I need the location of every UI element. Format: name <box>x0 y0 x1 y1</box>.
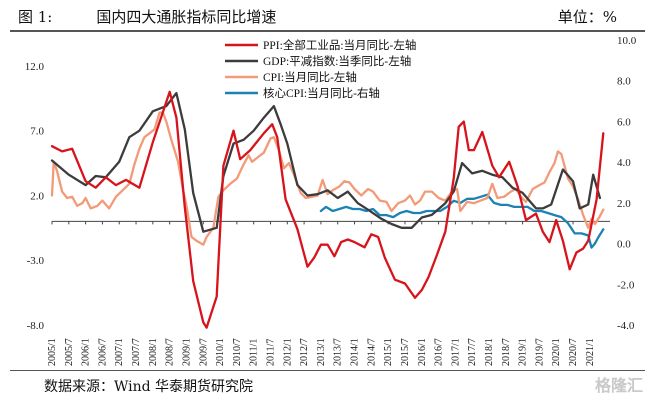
series-line-2 <box>50 111 605 246</box>
left-axis: -8.0 -3.0 2.0 7.0 12.0 <box>25 61 45 332</box>
chart-title: 图 1: 国内四大通胀指标同比增速 <box>18 6 276 27</box>
x-tick-label: 2020/7 <box>568 338 579 366</box>
right-tick-label: -4.0 <box>617 320 635 332</box>
x-tick-label: 2011/1 <box>249 339 260 366</box>
right-axis: -4.0 -2.0 0.0 2.0 4.0 6.0 8.0 10.0 <box>617 35 637 332</box>
x-tick-label: 2013/1 <box>316 338 327 366</box>
x-tick-label: 2017/7 <box>467 338 478 366</box>
right-tick-label: 8.0 <box>617 76 631 88</box>
x-tick-label: 2007/7 <box>131 338 142 366</box>
x-tick-label: 2008/1 <box>148 338 159 366</box>
x-tick-label: 2018/1 <box>484 338 495 366</box>
x-tick-label: 2019/7 <box>534 338 545 366</box>
watermark-logo: 格隆汇 <box>594 376 643 395</box>
x-tick-label: 2006/1 <box>81 338 92 366</box>
x-tick-label: 2016/1 <box>417 338 428 366</box>
x-tick-label: 2019/1 <box>518 338 529 366</box>
x-tick-label: 2020/1 <box>551 338 562 366</box>
left-tick-label: 2.0 <box>30 190 44 202</box>
x-tick-label: 2007/1 <box>114 338 125 366</box>
source-note: 数据来源：Wind 华泰期货研究院 <box>44 379 254 395</box>
x-tick-label: 2015/1 <box>383 338 394 366</box>
right-tick-label: -2.0 <box>617 279 635 291</box>
x-tick-label: 2017/1 <box>450 338 461 366</box>
top-rule <box>10 30 645 32</box>
x-tick-label: 2010/1 <box>215 338 226 366</box>
x-tick-label: 2016/7 <box>434 338 445 366</box>
left-tick-label: -3.0 <box>27 255 45 267</box>
x-tick-label: 2012/7 <box>299 338 310 366</box>
right-tick-label: 2.0 <box>617 198 631 210</box>
series-line-1 <box>50 91 602 233</box>
x-tick-label: 2018/7 <box>501 338 512 366</box>
right-tick-label: 10.0 <box>617 35 637 47</box>
left-tick-label: 7.0 <box>30 126 44 138</box>
series-line-0 <box>50 90 605 329</box>
left-tick-label: 12.0 <box>25 61 45 73</box>
right-tick-label: 6.0 <box>617 116 631 128</box>
x-axis: 2005/1 2005/7 2006/1 2006/7 2007/1 2007/7 2008… <box>47 221 596 366</box>
x-tick-label: 2009/7 <box>198 338 209 366</box>
x-tick-label: 2012/1 <box>282 338 293 366</box>
x-tick-label: 2015/7 <box>400 338 411 366</box>
x-tick-label: 2005/1 <box>47 338 58 366</box>
x-tick-label: 2006/7 <box>97 338 108 366</box>
left-tick-label: -8.0 <box>27 320 45 332</box>
right-tick-label: 4.0 <box>617 157 631 169</box>
x-tick-label: 2009/1 <box>181 338 192 366</box>
legend-label-3: 核心CPI:当月同比-右轴 <box>263 86 380 100</box>
x-tick-label: 2014/1 <box>350 338 361 366</box>
figure-title: 国内四大通胀指标同比增速 <box>96 8 277 26</box>
right-tick-label: 0.0 <box>617 239 631 251</box>
unit-label: 单位：% <box>557 8 617 26</box>
legend-label-0: PPI:全部工业品:当月同比-左轴 <box>263 38 416 52</box>
legend: PPI:全部工业品:当月同比-左轴 GDP:平减指数:当季同比-左轴 CPI:当月同… <box>225 38 416 100</box>
x-tick-label: 2013/7 <box>333 338 344 366</box>
x-tick-label: 2021/1 <box>585 338 596 366</box>
figure-number: 图 1: <box>18 8 53 26</box>
series-lines <box>50 90 605 329</box>
bottom-rule <box>10 370 645 371</box>
x-tick-label: 2010/7 <box>232 338 243 366</box>
x-tick-label: 2008/7 <box>165 338 176 366</box>
legend-label-2: CPI:当月同比-左轴 <box>263 70 357 84</box>
x-tick-label: 2014/7 <box>366 338 377 366</box>
legend-label-1: GDP:平减指数:当季同比-左轴 <box>263 54 411 68</box>
x-tick-label: 2005/7 <box>64 338 75 366</box>
x-tick-label: 2011/7 <box>265 339 276 366</box>
